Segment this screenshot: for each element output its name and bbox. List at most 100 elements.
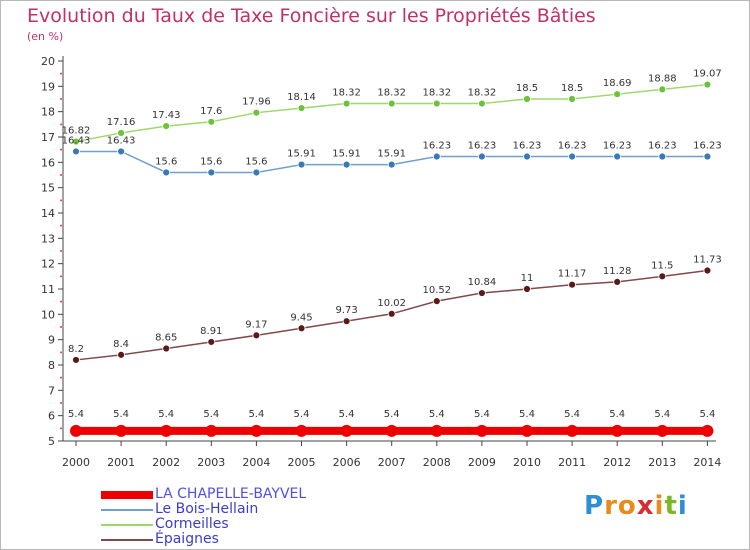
data-point [297,160,306,169]
y-minor-tick [60,351,62,354]
data-label: 5.4 [113,409,129,420]
data-label: 11.73 [693,255,722,266]
y-tick-label: 5 [48,435,55,448]
data-point [430,424,443,437]
data-point [658,152,667,161]
data-point [342,160,351,169]
data-point [252,168,261,177]
logo-letter: P [584,491,605,521]
x-tick-label: 2008 [423,456,451,469]
data-point [613,278,622,286]
data-label: 5.4 [68,409,84,420]
data-label: 10.02 [377,298,406,309]
legend-label: Épaignes [155,531,219,547]
data-label: 5.4 [519,409,535,420]
data-point [115,424,128,437]
data-point [70,424,82,437]
data-point [207,117,216,126]
data-point [205,424,218,437]
logo-letter: r [604,491,618,521]
data-label: 8.2 [68,344,84,355]
data-point [342,99,351,108]
proxiti-logo: Proxiti [584,491,688,521]
data-label: 18.5 [561,83,583,94]
y-minor-tick [60,199,62,202]
data-point [477,152,486,161]
data-point [250,424,263,437]
data-label: 18.69 [603,78,632,89]
data-label: 15.91 [287,149,316,160]
data-point [252,331,261,340]
data-point [523,95,531,103]
data-label: 18.32 [468,88,497,99]
data-point [295,424,308,437]
y-minor-tick [60,275,62,278]
data-point [72,356,80,364]
data-point [207,338,216,346]
data-point [432,297,441,306]
data-point [701,424,714,437]
data-label: 16.23 [468,141,497,152]
y-tick-label: 8 [48,359,55,372]
data-point [160,424,173,437]
data-point [117,350,125,359]
data-point [568,280,576,289]
x-tick-label: 2004 [242,456,270,469]
data-point [342,317,351,326]
y-tick-label: 16 [41,156,55,169]
logo-letter: i [654,491,665,521]
data-point [117,129,125,137]
legend-swatch [101,539,153,541]
legend-label: Cormeilles [155,516,229,532]
logo-letter: o [617,491,637,521]
legend-label: LA CHAPELLE-BAYVEL [155,486,307,502]
data-label: 9.17 [245,319,267,330]
data-point [385,424,398,437]
data-label: 5.4 [158,409,174,420]
data-label: 5.4 [203,409,219,420]
data-point [475,424,488,437]
data-label: 15.91 [332,149,361,160]
y-minor-tick [60,300,62,303]
x-tick-label: 2001 [107,456,135,469]
data-label: 17.16 [107,117,136,128]
legend-swatch [101,524,153,526]
data-point [523,152,531,161]
data-label: 16.43 [107,135,136,146]
data-point [566,424,579,437]
data-point [162,344,171,353]
data-label: 18.5 [516,83,538,94]
y-tick-label: 20 [41,55,55,68]
data-label: 5.4 [384,409,400,420]
data-label: 8.91 [200,326,222,337]
y-tick-label: 12 [41,258,55,271]
data-label: 19.07 [693,69,722,80]
data-label: 5.4 [339,409,355,420]
data-point [387,99,396,108]
y-minor-tick [60,250,62,252]
data-label: 5.4 [429,409,445,420]
y-minor-tick [60,98,62,100]
data-label: 18.32 [332,88,361,99]
data-point [387,309,396,318]
y-tick-label: 11 [41,283,55,296]
data-label: 18.32 [377,88,406,99]
legend-swatch [101,509,153,511]
data-point [613,90,622,99]
data-label: 16.43 [62,135,91,146]
data-point [432,99,441,108]
x-tick-label: 2014 [693,456,721,469]
data-label: 8.4 [113,339,129,350]
data-point [523,285,531,293]
data-label: 17.96 [242,97,271,108]
data-point [521,424,533,437]
data-label: 10.52 [422,285,451,296]
data-point [297,324,306,333]
y-tick-label: 7 [48,384,55,397]
chart-unit: (en %) [27,30,64,43]
data-point [477,99,486,108]
y-minor-tick [60,224,62,227]
data-label: 16.23 [648,141,677,152]
y-tick-label: 18 [41,106,55,119]
